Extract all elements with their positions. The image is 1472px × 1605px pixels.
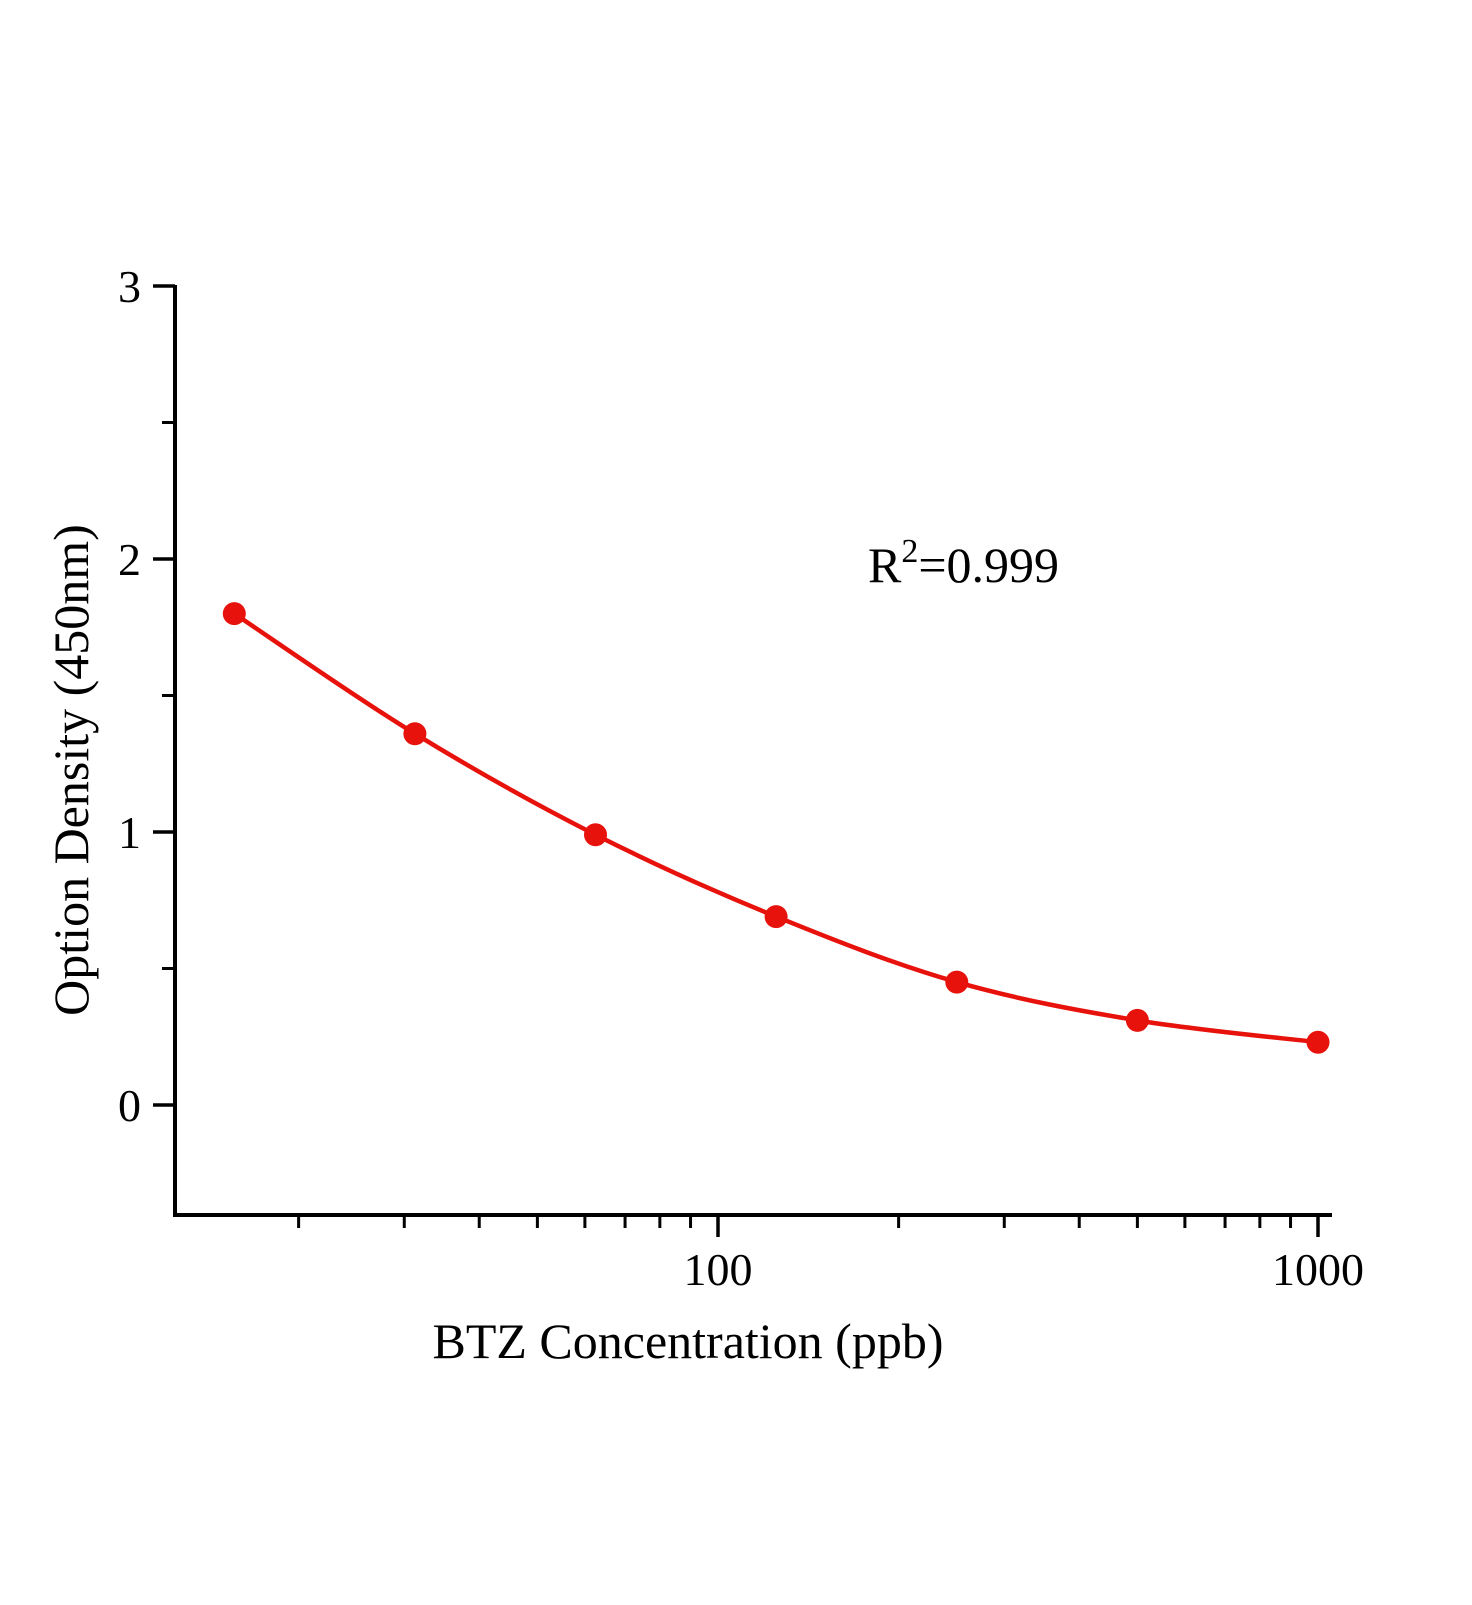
- data-point-marker: [584, 823, 607, 847]
- x-axis-tick-label: 100: [684, 1244, 753, 1295]
- r-squared-annotation: R2=0.999: [868, 533, 1059, 593]
- x-axis-title: BTZ Concentration (ppb): [433, 1313, 944, 1369]
- r-squared-superscript: 2: [901, 533, 918, 570]
- y-axis-tick-label: 1: [118, 807, 141, 858]
- r-squared-base: R: [868, 537, 902, 593]
- y-axis-title: Option Density (450nm): [43, 524, 99, 1016]
- axis-lines: [173, 285, 1332, 1217]
- data-point-marker: [1125, 1008, 1149, 1032]
- r-squared-value: =0.999: [918, 537, 1059, 593]
- data-point-marker: [403, 722, 427, 746]
- data-point-marker: [764, 905, 788, 929]
- y-axis-tick-label: 0: [118, 1080, 141, 1131]
- y-axis-tick-label: 2: [118, 534, 141, 585]
- data-point-marker: [1306, 1030, 1330, 1054]
- data-point-marker: [222, 602, 246, 626]
- series-curve: [232, 611, 1321, 1045]
- data-point-marker: [945, 970, 969, 994]
- x-axis-tick-label: 1000: [1272, 1244, 1364, 1295]
- y-axis-tick-label: 3: [118, 261, 141, 312]
